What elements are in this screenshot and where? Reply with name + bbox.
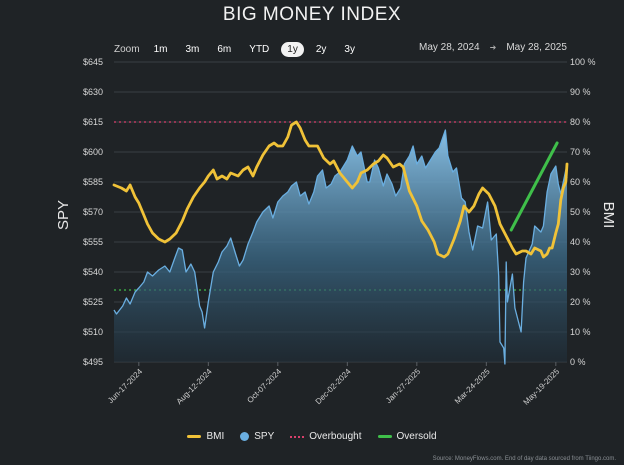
zoom-1y-button[interactable]: 1y <box>281 41 304 57</box>
y-axis-right: 100 % 90 % 80 % 70 % 60 % 50 % 40 % 30 % 20 % 10 … <box>570 57 596 367</box>
legend-spy-label: SPY <box>254 431 275 442</box>
y-axis-left: $645 $630 $615 $600 $585 $570 $555 $540 $525 $510… <box>83 57 103 367</box>
source-note: Source: MoneyFlows.com. End of day data … <box>432 456 616 462</box>
y-tick-label-right: 20 % <box>570 297 591 307</box>
x-tick-label: Aug-12-2024 <box>175 367 214 406</box>
y-tick-label-left: $630 <box>83 87 103 97</box>
legend-oversold-swatch <box>377 435 392 438</box>
x-axis: Jun-17-2024 Aug-12-2024 Oct-07-2024 Dec-02-… <box>106 362 562 407</box>
series-group <box>112 120 569 365</box>
y-tick-label-left: $495 <box>83 357 103 367</box>
legend-overbought-label: Overbought <box>309 431 362 442</box>
legend-item-bmi[interactable]: BMI <box>187 431 224 442</box>
bmi-line <box>112 120 569 259</box>
y-tick-label-right: 90 % <box>570 87 591 97</box>
arrow-right-icon: ➜ <box>489 43 497 52</box>
y-tick-label-right: 10 % <box>570 327 591 337</box>
oversold-trend-line <box>509 141 559 232</box>
y-tick-label-right: 0 % <box>570 357 586 367</box>
y-tick-label-right: 70 % <box>570 147 591 157</box>
zoom-ytd-button[interactable]: YTD <box>249 43 270 55</box>
legend-spy-swatch <box>240 432 250 441</box>
date-to-input[interactable]: May 28, 2025 <box>506 42 567 53</box>
spy-line <box>113 129 568 365</box>
x-tick-label: Jun-17-2024 <box>106 367 145 406</box>
y-tick-label-left: $540 <box>83 267 103 277</box>
zoom-1m-button[interactable]: 1m <box>153 43 168 55</box>
y-tick-label-left: $570 <box>83 207 103 217</box>
x-tick-label: Mar-24-2025 <box>453 367 492 406</box>
y-tick-label-right: 30 % <box>570 267 591 277</box>
y-tick-label-right: 100 % <box>570 57 596 67</box>
legend-bmi-swatch <box>187 435 202 438</box>
legend-bmi-label: BMI <box>206 431 225 442</box>
y-tick-label-right: 80 % <box>570 117 591 127</box>
date-from-input[interactable]: May 28, 2024 <box>419 42 480 53</box>
y-axis-left-label: SPY <box>55 200 72 230</box>
y-tick-label-right: 60 % <box>570 177 591 187</box>
date-range: May 28, 2024 ➜ May 28, 2025 <box>419 42 567 53</box>
chart-title: BIG MONEY INDEX <box>222 4 402 25</box>
spy-area <box>114 130 567 364</box>
x-tick-label: May-19-2025 <box>522 367 562 407</box>
zoom-3y-button[interactable]: 3y <box>344 43 355 55</box>
x-tick-label: Dec-02-2024 <box>314 367 353 406</box>
zoom-toolbar: Zoom 1m 3m 6m YTD 1y 2y 3y <box>114 41 367 57</box>
legend-item-oversold[interactable]: Oversold <box>377 431 437 442</box>
zoom-6m-button[interactable]: 6m <box>217 43 232 55</box>
y-tick-label-left: $615 <box>83 117 103 127</box>
legend: BMI SPY Overbought Oversold <box>0 431 624 442</box>
zoom-3m-button[interactable]: 3m <box>185 43 200 55</box>
x-tick-label: Jan-27-2025 <box>384 367 423 406</box>
y-tick-label-left: $555 <box>83 237 103 247</box>
x-tick-label: Oct-07-2024 <box>245 367 283 405</box>
zoom-label: Zoom <box>114 43 140 55</box>
y-tick-label-left: $525 <box>83 297 103 307</box>
legend-oversold-label: Oversold <box>396 431 437 442</box>
y-tick-label-left: $585 <box>83 177 103 187</box>
y-tick-label-left: $645 <box>83 57 103 67</box>
y-tick-label-right: 50 % <box>570 207 591 217</box>
y-tick-label-left: $510 <box>83 327 103 337</box>
zoom-2y-button[interactable]: 2y <box>315 43 327 55</box>
y-tick-label-left: $600 <box>83 147 103 157</box>
y-tick-label-right: 40 % <box>570 237 591 247</box>
legend-item-overbought[interactable]: Overbought <box>290 431 362 442</box>
legend-overbought-swatch <box>290 435 305 438</box>
legend-item-spy[interactable]: SPY <box>240 431 274 442</box>
y-axis-right-label: BMI <box>600 202 617 229</box>
